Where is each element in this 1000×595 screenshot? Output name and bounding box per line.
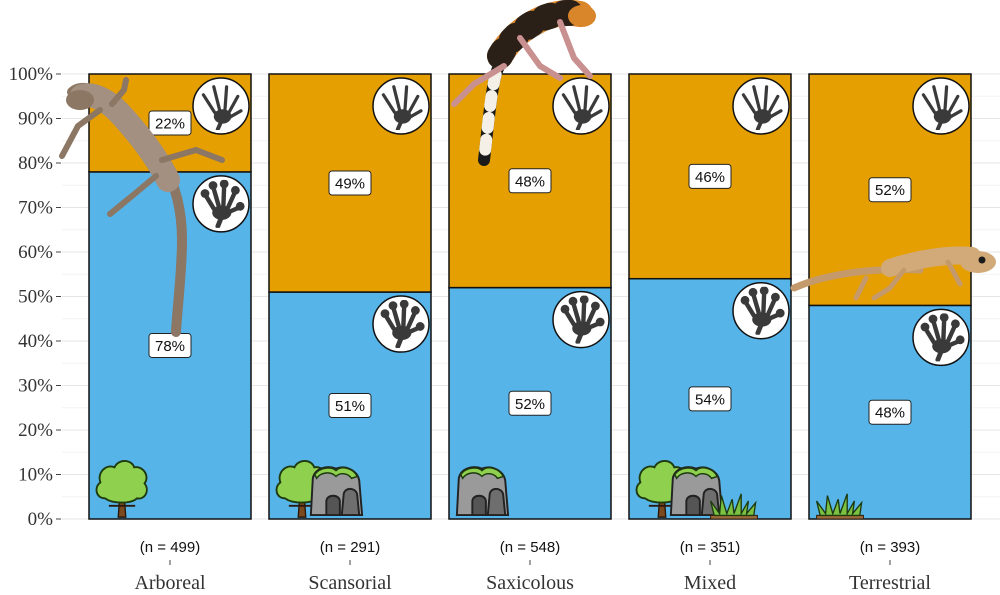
category-label-terrestrial: Terrestrial (849, 572, 931, 594)
padless-foot-badge (372, 77, 430, 135)
sample-size-label: (n = 548) (500, 539, 560, 556)
percent-label-padded: 48% (868, 399, 912, 425)
y-axis: 0% 10% 20% 30% 40% 50% 60% 70% 80% 90% 100% (9, 64, 61, 530)
y-tick-label: 90% (18, 109, 53, 130)
arboreal-gecko-illustration (59, 77, 225, 337)
y-tick-label: 30% (18, 376, 53, 397)
y-tick-label: 50% (18, 287, 53, 308)
foot-icons (192, 77, 970, 367)
sample-size-label: (n = 499) (140, 539, 200, 556)
terrestrial-gecko-illustration (790, 246, 996, 301)
x-axis: (n = 499) Arboreal (n = 291) Scansorial (n =… (134, 539, 931, 594)
percent-label-padless: 49% (328, 170, 372, 196)
percent-label-padless: 22% (148, 110, 192, 136)
svg-text:54%: 54% (695, 391, 725, 408)
sample-size-label: (n = 351) (680, 539, 740, 556)
svg-text:49%: 49% (335, 176, 365, 193)
padless-foot-badge (192, 77, 250, 135)
saxicolous-banded-gecko-illustration (451, 0, 596, 166)
y-tick-label: 40% (18, 331, 53, 352)
svg-text:51%: 51% (335, 398, 365, 415)
y-tick-label: 80% (18, 153, 53, 174)
rock-icon (455, 466, 510, 517)
svg-text:52%: 52% (875, 182, 905, 199)
category-label-scansorial: Scansorial (308, 572, 392, 594)
rock-icon (309, 466, 364, 517)
svg-text:48%: 48% (875, 405, 905, 422)
percent-label-padless: 48% (508, 168, 552, 194)
y-tick-label: 100% (9, 64, 54, 85)
sample-size-label: (n = 393) (860, 539, 920, 556)
category-label-saxicolous: Saxicolous (486, 572, 574, 594)
padless-foot-badge (912, 77, 970, 135)
percent-label-padless: 46% (688, 163, 732, 189)
padless-foot-badge (732, 77, 790, 135)
percent-label-padded: 52% (508, 390, 552, 416)
category-label-arboreal: Arboreal (134, 572, 206, 594)
category-label-mixed: Mixed (684, 572, 736, 594)
sample-size-label: (n = 291) (320, 539, 380, 556)
y-tick-label: 20% (18, 420, 53, 441)
svg-text:78%: 78% (155, 338, 185, 355)
bar-group (88, 73, 972, 520)
svg-text:48%: 48% (515, 173, 545, 190)
padless-foot-badge (552, 77, 610, 135)
y-tick-label: 0% (28, 509, 54, 530)
svg-text:52%: 52% (515, 396, 545, 413)
percent-label-padded: 51% (328, 393, 372, 419)
y-tick-label: 70% (18, 198, 53, 219)
svg-text:46%: 46% (695, 169, 725, 186)
percent-label-padded: 54% (688, 386, 732, 412)
y-tick-label: 60% (18, 242, 53, 263)
percent-label-padded: 78% (148, 332, 192, 358)
svg-text:22%: 22% (155, 115, 185, 132)
percent-label-padless: 52% (868, 177, 912, 203)
y-tick-label: 10% (18, 465, 53, 486)
percent-labels: 22% 78% 49% 51% 48% 52% 46% 54% 52% 48% (148, 110, 912, 425)
